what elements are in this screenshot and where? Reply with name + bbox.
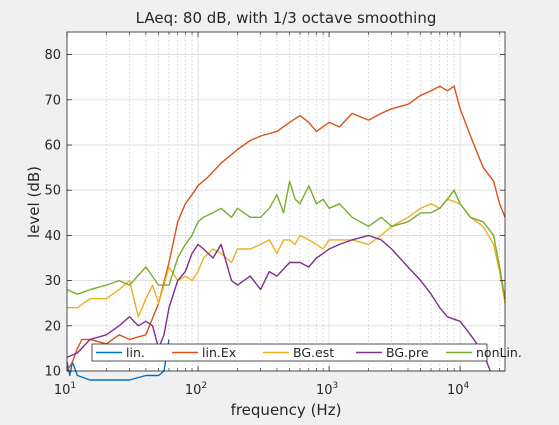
x-tick-label: 102 (185, 381, 207, 398)
legend-box (91, 343, 488, 362)
legend: lin. lin.Ex BG.est BG.pre nonLin. (91, 343, 522, 362)
series-line-linex (66, 85, 506, 372)
axis-ticks: 101 102 103 104 10 20 30 40 50 60 70 80 (44, 32, 505, 398)
y-tick-label: 10 (44, 365, 61, 380)
legend-label: lin.Ex (202, 345, 236, 360)
y-tick-label: 80 (44, 48, 61, 63)
y-axis-label: level (dB) (25, 166, 43, 238)
x-tick-label: 104 (447, 381, 470, 398)
y-tick-label: 50 (44, 184, 61, 199)
y-tick-label: 40 (44, 229, 61, 244)
x-tick-label: 103 (316, 381, 338, 398)
legend-label: BG.pre (386, 345, 429, 360)
legend-label: lin. (126, 345, 145, 360)
y-tick-label: 30 (44, 274, 61, 289)
series-layer (66, 85, 506, 381)
legend-label: nonLin. (476, 345, 522, 360)
series-line-nonlin (66, 180, 506, 299)
plot-frame (66, 31, 506, 372)
series-line-bgest (67, 198, 506, 318)
chart-title: LAeq: 80 dB, with 1/3 octave smoothing (136, 9, 437, 27)
y-tick-label: 20 (44, 319, 61, 334)
series-line-bgpre (66, 234, 491, 372)
legend-label: BG.est (293, 345, 334, 360)
y-tick-label: 60 (44, 139, 61, 154)
y-tick-label: 70 (44, 93, 61, 108)
series-line-lin (66, 339, 170, 381)
x-axis-label: frequency (Hz) (231, 401, 342, 419)
x-tick-label: 101 (54, 381, 76, 398)
